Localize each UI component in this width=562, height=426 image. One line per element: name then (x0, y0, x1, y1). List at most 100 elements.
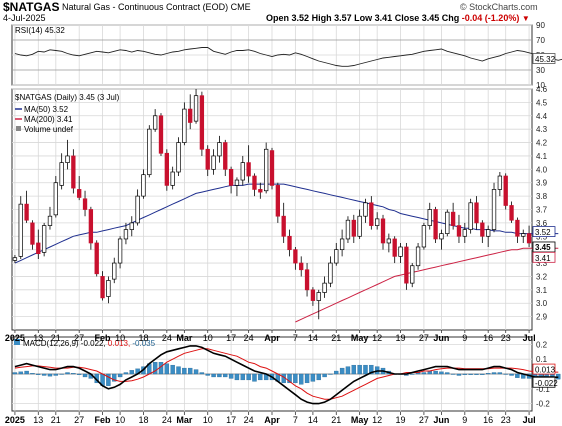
candle-up (12, 257, 18, 261)
candle-down (223, 142, 228, 170)
macd-histogram-bar (293, 373, 298, 384)
candle-down (24, 203, 29, 221)
candle-up (141, 174, 146, 197)
candle-down (100, 276, 105, 299)
x-tick-label: 16 (483, 415, 493, 425)
x-tick-label: 9 (462, 333, 467, 343)
macd-histogram-bar (47, 373, 53, 377)
change-label: Chg (441, 13, 460, 23)
macd-histogram-bar (176, 366, 181, 375)
macd-histogram-bar (205, 373, 210, 376)
macd-histogram-bar (170, 364, 175, 375)
candle-up (117, 238, 123, 264)
exchange-label: CME (230, 2, 251, 12)
candle-down (199, 95, 205, 150)
macd-histogram-bar (339, 367, 345, 375)
rsi-tick-label: 10 (536, 81, 545, 90)
x-tick-label: 23 (501, 333, 511, 343)
high-value: 3.57 (334, 13, 352, 23)
x-tick-label: Jul (523, 333, 536, 343)
macd-histogram-bar (369, 364, 374, 375)
price-legend-symbol: $NATGAS (Daily) 3.45 (3 Jul) (15, 93, 120, 102)
x-axis: 2025 13 21 27 Feb 10 18 24 Mar 10 17 24 Apr 7 14 21 May 1… (5, 330, 536, 425)
macd-histogram-bar (234, 373, 240, 381)
macd-histogram-bar (433, 370, 438, 375)
candle-up (123, 229, 129, 240)
macd-histogram-bar (304, 373, 310, 384)
x-tick-label: Apr (264, 333, 280, 343)
x-tick-label: 21 (51, 415, 61, 425)
x-tick-label: 13 (33, 333, 43, 343)
macd-histogram-bar (474, 373, 479, 375)
macd-histogram-bar (18, 371, 23, 375)
x-tick-label: May (351, 333, 369, 343)
x-tick-label: 2025 (5, 333, 25, 343)
x-tick-label: 19 (396, 415, 406, 425)
open-value: 3.52 (291, 13, 310, 23)
rsi-last-value: 45.32 (535, 55, 556, 64)
x-tick-label: 27 (419, 333, 429, 343)
macd-histogram-bar (211, 373, 216, 378)
candle-up (398, 246, 403, 257)
candle-up (445, 211, 450, 234)
candle-down (269, 150, 275, 186)
x-tick-label: 2025 (5, 415, 25, 425)
instrument-name: Natural Gas - Continuous Contract (EOD) … (62, 2, 251, 12)
candle-down (293, 249, 298, 264)
macd-histogram-bar (223, 373, 228, 378)
candle-down (299, 262, 304, 271)
x-tick-label: 18 (138, 333, 148, 343)
macd-histogram-bar (334, 370, 339, 375)
ma200-last-value: 3.41 (535, 254, 551, 263)
quote-summary: Open 3.52 High 3.57 Low 3.41 Close 3.45 … (266, 13, 530, 23)
candle-down (433, 209, 438, 240)
macd-histogram-bar (76, 373, 82, 375)
macd-histogram-bar (252, 373, 257, 382)
candle-up (18, 203, 23, 257)
candle-up (211, 155, 216, 170)
x-tick-label: Jun (433, 333, 449, 343)
x-tick-label: Mar (176, 415, 193, 425)
candle-up (462, 229, 467, 237)
x-tick-label: 19 (396, 333, 406, 343)
ma50-legend: MA(50) 3.52 (24, 105, 69, 114)
macd-histogram-bar (106, 373, 111, 386)
x-tick-label: 27 (74, 415, 84, 425)
macd-histogram-bar (485, 373, 491, 375)
candle-up (468, 202, 473, 230)
macd-histogram-bar (24, 370, 29, 375)
price-tick-label: 4.0 (536, 165, 548, 174)
price-panel: 2.93.03.13.23.33.43.53.63.73.83.94.04.14… (12, 85, 559, 330)
macd-signal-line (14, 348, 559, 400)
macd-histogram-bar (357, 364, 362, 375)
x-tick-label: 7 (293, 415, 298, 425)
candle-down (205, 148, 210, 170)
macd-histogram-bar (258, 373, 263, 381)
candle-up (357, 215, 362, 237)
macd-histogram-bar (328, 373, 333, 375)
rsi-tick-label: 70 (536, 36, 545, 45)
macd-histogram-bar (71, 373, 76, 375)
x-tick-label: Apr (264, 415, 280, 425)
x-tick-label: 17 (226, 415, 236, 425)
macd-histogram-bar (322, 373, 327, 378)
candle-up (328, 262, 333, 284)
candle-down (304, 269, 310, 291)
macd-histogram-bar (41, 373, 47, 376)
candle-down (474, 202, 479, 224)
candle-down (252, 175, 257, 190)
candle-down (515, 219, 520, 237)
price-tick-label: 3.8 (536, 192, 548, 201)
x-tick-label: 24 (244, 415, 254, 425)
x-tick-label: Mar (176, 333, 193, 343)
x-tick-label: 24 (162, 415, 172, 425)
candle-down (88, 209, 94, 244)
macd-histogram-bar (152, 362, 158, 375)
x-tick-label: 17 (226, 333, 236, 343)
macd-tick-label: -0.1 (536, 385, 550, 394)
macd-last-value-box (532, 376, 556, 388)
macd-tick-label: 0.2 (536, 340, 548, 349)
candle-down (94, 242, 99, 275)
